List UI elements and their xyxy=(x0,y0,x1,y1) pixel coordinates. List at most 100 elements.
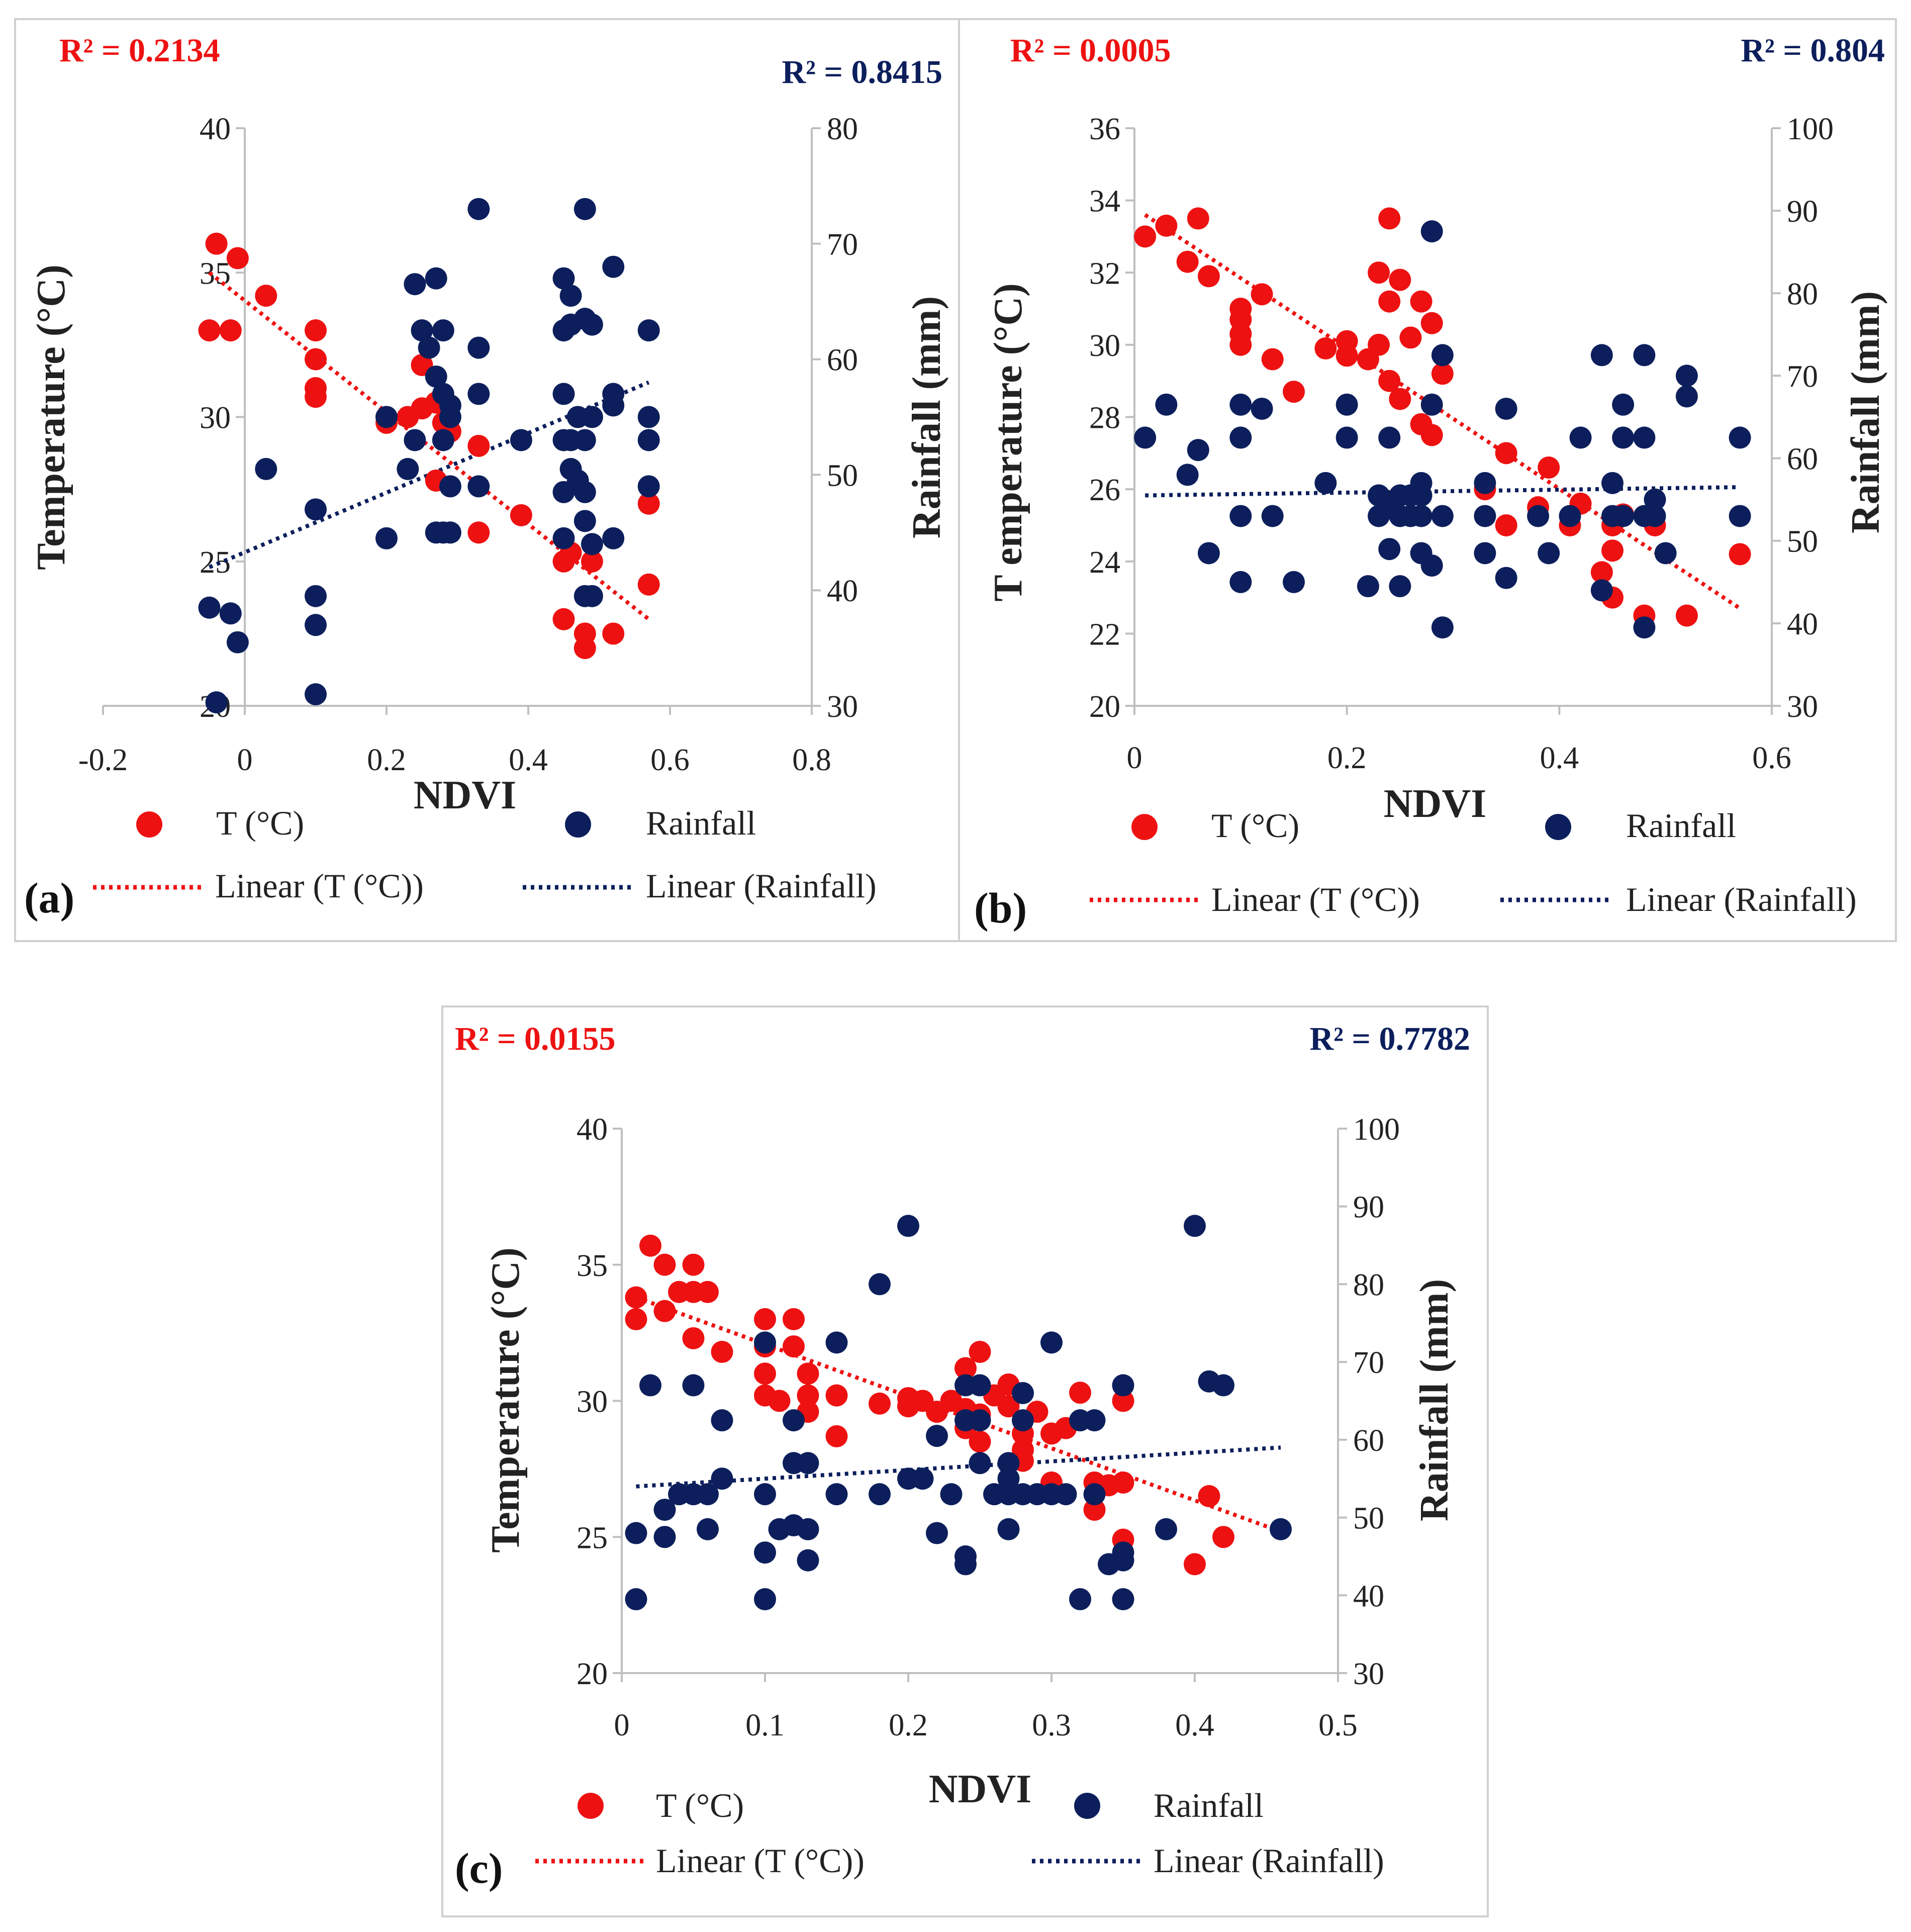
x-axis-title: NDVI xyxy=(929,1767,1031,1811)
r2-temperature-label: R² = 0.2134 xyxy=(59,32,220,69)
y-left-tick-label: 25 xyxy=(200,545,231,580)
rainfall-point xyxy=(1431,616,1454,639)
temperature-point xyxy=(1212,1526,1234,1548)
rainfall-point xyxy=(1654,542,1677,565)
y-right-tick-label: 100 xyxy=(1787,112,1834,146)
y-left-tick-label: 24 xyxy=(1089,545,1120,580)
rainfall-point xyxy=(226,631,249,654)
y-left-tick-label: 30 xyxy=(200,401,231,435)
y-left-tick-label: 40 xyxy=(200,112,231,146)
rainfall-point xyxy=(574,481,596,503)
y-left-tick-label: 40 xyxy=(577,1113,608,1147)
panel-label: (c) xyxy=(455,1844,503,1892)
y-right-tick-label: 80 xyxy=(1787,277,1818,311)
rainfall-point xyxy=(305,498,327,521)
legend-rainfall-trend-label: Linear (Rainfall) xyxy=(1626,880,1857,918)
y-left-tick-label: 22 xyxy=(1089,617,1120,652)
legend-rainfall-marker xyxy=(1074,1793,1100,1819)
temperature-point xyxy=(625,1308,647,1331)
rainfall-point xyxy=(418,336,440,359)
y-right-tick-label: 30 xyxy=(827,690,858,724)
temperature-point xyxy=(1069,1382,1091,1404)
rainfall-point xyxy=(375,406,398,428)
rainfall-point xyxy=(1474,505,1496,527)
temperature-point xyxy=(797,1362,819,1385)
rainfall-point xyxy=(439,406,461,428)
rainfall-point xyxy=(305,683,327,706)
rainfall-point xyxy=(1675,385,1698,408)
y-right-tick-label: 90 xyxy=(1787,195,1818,229)
rainfall-point xyxy=(969,1452,991,1475)
y-left-tick-label: 35 xyxy=(200,256,231,291)
y-left-tick-label: 36 xyxy=(1089,112,1120,146)
x-tick-label: 0.6 xyxy=(650,743,690,777)
rainfall-point xyxy=(404,273,426,296)
temperature-point xyxy=(574,637,596,660)
temperature-point xyxy=(581,550,603,573)
temperature-point xyxy=(653,1253,676,1276)
y-left-tick-label: 35 xyxy=(577,1249,608,1283)
temperature-point xyxy=(1431,362,1454,385)
rainfall-point xyxy=(926,1425,948,1447)
rainfall-point xyxy=(1569,426,1592,449)
rainfall-point xyxy=(1644,488,1666,511)
rainfall-point xyxy=(797,1549,819,1572)
temperature-point xyxy=(1335,344,1358,367)
y-left-tick-label: 28 xyxy=(1089,401,1120,435)
rainfall-point xyxy=(911,1467,934,1490)
rainfall-point xyxy=(969,1409,991,1432)
rainfall-point xyxy=(581,533,603,556)
y-left-axis-title: Temperature (°C) xyxy=(484,1247,528,1552)
temperature-point xyxy=(1198,1485,1220,1508)
rainfall-point xyxy=(653,1526,676,1548)
rainfall-point xyxy=(1261,505,1284,527)
y-right-tick-label: 60 xyxy=(1353,1424,1384,1458)
rainfall-point xyxy=(1040,1331,1063,1354)
x-tick-label: 0.5 xyxy=(1318,1708,1358,1742)
y-left-tick-label: 20 xyxy=(577,1657,608,1691)
y-right-tick-label: 70 xyxy=(827,228,858,262)
temperature-point xyxy=(467,521,490,544)
rainfall-point xyxy=(1187,439,1209,462)
temperature-point xyxy=(768,1390,791,1412)
rainfall-point xyxy=(1495,398,1517,420)
temperature-point xyxy=(255,285,277,307)
rainfall-point xyxy=(1527,505,1550,527)
rainfall-point xyxy=(305,585,327,607)
y-right-tick-label: 90 xyxy=(1353,1190,1384,1225)
temperature-point xyxy=(1251,283,1273,306)
rainfall-point xyxy=(255,457,277,480)
temperature-point xyxy=(1590,561,1613,584)
temperature-point xyxy=(783,1335,805,1358)
temperature-point xyxy=(1112,1390,1134,1412)
temperature-point xyxy=(1176,250,1199,273)
y-left-axis-title: T emperature (°C) xyxy=(986,283,1030,601)
rainfall-point xyxy=(439,521,461,544)
rainfall-point xyxy=(926,1522,948,1544)
x-tick-label: 0.3 xyxy=(1032,1708,1071,1742)
legend-temperature-marker xyxy=(578,1793,604,1819)
rainfall-point xyxy=(1633,344,1656,366)
rainfall-point xyxy=(552,383,575,405)
rainfall-point xyxy=(581,313,603,336)
temperature-point xyxy=(639,1234,661,1257)
temperature-point xyxy=(1378,370,1401,392)
rainfall-point xyxy=(198,596,221,619)
rainfall-point xyxy=(869,1273,891,1296)
rainfall-point xyxy=(1270,1518,1292,1540)
rainfall-point xyxy=(1112,1549,1134,1572)
y-right-tick-label: 50 xyxy=(827,458,858,493)
temperature-point xyxy=(1155,214,1178,237)
rainfall-point xyxy=(1112,1588,1134,1611)
rainfall-point xyxy=(1134,426,1157,449)
rainfall-point xyxy=(467,383,490,405)
legend-rainfall-marker xyxy=(565,811,591,838)
rainfall-point xyxy=(1612,426,1635,449)
rainfall-point xyxy=(1229,571,1252,593)
x-tick-label: 0.4 xyxy=(1175,1708,1214,1742)
temperature-point xyxy=(1495,442,1517,465)
temperature-trend-line xyxy=(635,1295,1282,1534)
rainfall-point xyxy=(825,1483,848,1506)
rainfall-point xyxy=(1633,426,1656,449)
